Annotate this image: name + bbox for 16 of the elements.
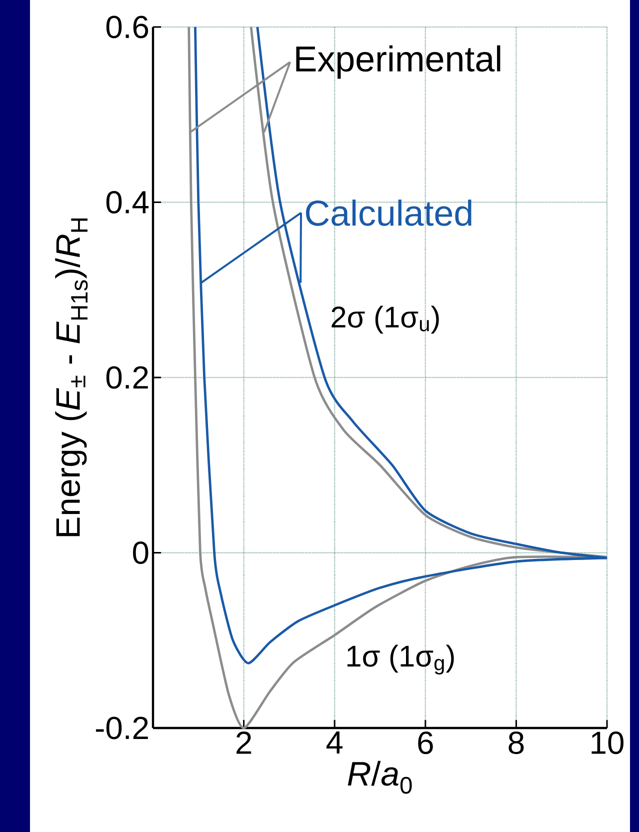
x-axis-title: R/a$_{0}$ [348, 760, 412, 794]
x-tick-label: 10 [592, 732, 624, 754]
y-tick-label: 0 [133, 541, 148, 564]
annotation: Experimental [296, 45, 500, 79]
annotation: 1σ (1σ$_{g}$) [347, 644, 454, 675]
text: Energy (E$_{±}$ - E$_{H1s}$)/R$_{H}$ [55, 218, 88, 536]
annotation: Calculated [306, 200, 472, 226]
y-tick-label: 0.2 [106, 366, 148, 389]
x-tick-label: 2 [236, 732, 252, 754]
y-tick-label: -0.2 [96, 716, 148, 740]
x-tick-label: 4 [326, 732, 343, 754]
x-tick-label: 6 [418, 732, 433, 754]
y-tick-label: 0.4 [106, 190, 149, 214]
y-tick-label: 0.6 [106, 16, 148, 38]
annotation: 2σ (1σ$_{u}$) [332, 306, 439, 334]
x-tick-label: 8 [508, 732, 524, 754]
